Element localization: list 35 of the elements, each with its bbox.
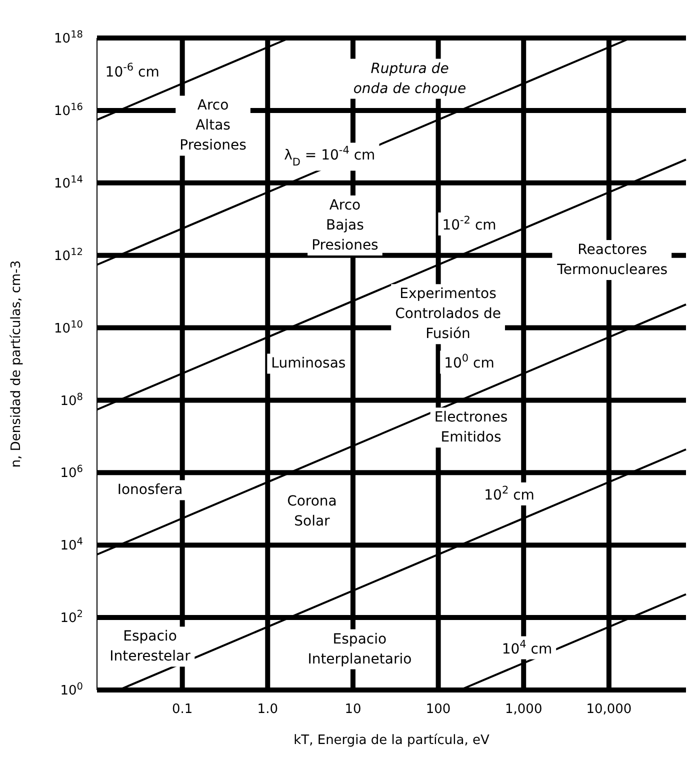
- annotation: 10$^{0}$ cm: [444, 352, 494, 372]
- annotation: 10$^{-6}$ cm: [105, 61, 160, 80]
- annotation: 10$^{-2}$ cm: [442, 214, 496, 234]
- annotation: Ionosfera: [117, 482, 183, 498]
- annotation: Espacio Interestelar: [110, 628, 191, 665]
- y-tick-label: 10$^{10}$: [54, 318, 83, 336]
- x-tick-label: 0.1: [172, 702, 193, 718]
- annotation: Ruptura de onda de choque: [353, 60, 466, 97]
- x-tick-label: 1.0: [257, 702, 278, 718]
- y-tick-label: 10$^{12}$: [54, 246, 83, 264]
- annotation: 10$^{4}$ cm: [502, 638, 552, 658]
- y-tick-label: 10$^{4}$: [60, 536, 83, 554]
- x-axis-title: kT, Energia de la partícula, eV: [294, 733, 490, 748]
- y-tick-label: 10$^{8}$: [60, 391, 83, 409]
- y-tick-label: 10$^{14}$: [54, 174, 83, 192]
- annotation: Experimentos Controlados de Fusión: [395, 286, 501, 342]
- annotation: Arco Altas Presiones: [180, 98, 246, 154]
- annotation: Luminosas: [271, 356, 346, 372]
- y-tick-label: 10$^{6}$: [60, 464, 83, 482]
- y-tick-label: 10$^{0}$: [60, 681, 83, 699]
- annotation: Reactores Termonucleares: [556, 242, 668, 278]
- y-tick-label: 10$^{16}$: [54, 101, 83, 119]
- x-tick-label: 10: [344, 702, 362, 718]
- annotation: Corona Solar: [287, 494, 337, 530]
- x-tick-label: 100: [426, 702, 451, 718]
- annotation: Electrones Emitidos: [434, 410, 508, 446]
- x-tick-label: 10,000: [586, 702, 632, 718]
- annotation: 10$^{2}$ cm: [484, 484, 534, 504]
- annotation: λ$_{D}$ = 10$^{-4}$ cm: [284, 144, 376, 169]
- annotation: Arco Bajas Presiones: [312, 197, 378, 254]
- y-axis-title: n, Densidad de partículas, cm-3: [9, 260, 24, 468]
- y-tick-label: 10$^{18}$: [54, 29, 83, 47]
- x-tick-label: 1,000: [505, 702, 542, 718]
- y-tick-label: 10$^{2}$: [60, 608, 83, 626]
- annotation: Espacio Interplanetario: [308, 631, 412, 668]
